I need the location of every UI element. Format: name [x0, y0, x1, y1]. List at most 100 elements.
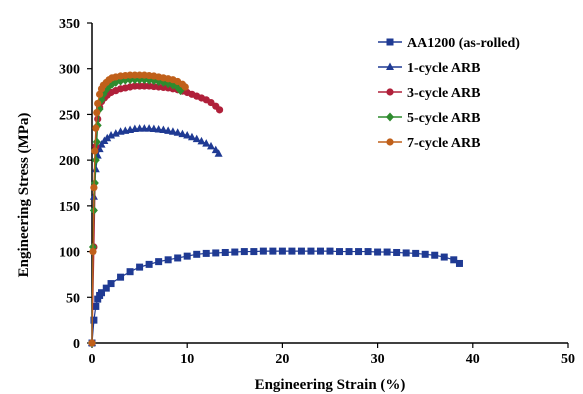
- data-point: [450, 256, 458, 264]
- series-2: [88, 124, 223, 346]
- x-tick-label: 20: [275, 352, 289, 367]
- y-tick-label: 100: [59, 246, 80, 261]
- legend-marker: [386, 112, 394, 122]
- data-point: [94, 295, 102, 303]
- data-point: [103, 133, 112, 142]
- legend: AA1200 (as-rolled) 1-cycle ARB 3-cycle ARB…: [378, 36, 520, 151]
- legend-marker: [386, 38, 394, 46]
- series-line: [91, 74, 186, 344]
- series-4: [88, 75, 185, 348]
- y-tick-label: 350: [59, 17, 80, 32]
- legend-label: 3-cycle ARB: [407, 86, 480, 101]
- y-tick-label: 50: [66, 291, 80, 306]
- data-point: [149, 124, 158, 133]
- data-point: [393, 248, 401, 256]
- data-point: [326, 247, 334, 255]
- data-point: [98, 289, 106, 297]
- data-point: [214, 149, 223, 157]
- data-point: [307, 247, 315, 255]
- series-line: [91, 85, 220, 344]
- x-tick-label: 50: [561, 352, 575, 367]
- legend-entry: 1-cycle ARB: [378, 61, 480, 76]
- data-point: [193, 250, 201, 258]
- legend-marker: [386, 138, 394, 146]
- data-point: [136, 263, 144, 271]
- data-point: [91, 155, 100, 165]
- data-point: [89, 247, 97, 256]
- legend-marker: [386, 62, 394, 70]
- y-axis-label: Engineering Stress (MPa): [16, 113, 32, 278]
- data-point: [183, 130, 192, 139]
- series-1: [88, 247, 463, 347]
- y-tick-label: 250: [59, 108, 80, 123]
- data-point: [164, 256, 172, 264]
- data-point: [440, 253, 448, 261]
- data-point: [345, 248, 353, 256]
- data-point: [107, 280, 115, 288]
- data-point: [88, 339, 96, 347]
- data-point: [183, 252, 191, 260]
- y-tick-label: 200: [59, 154, 80, 169]
- data-point: [455, 259, 463, 267]
- data-point: [421, 250, 429, 258]
- data-point: [212, 249, 220, 257]
- data-point: [207, 141, 215, 150]
- series-3: [88, 82, 224, 347]
- x-tick-label: 10: [180, 352, 194, 367]
- data-point: [383, 248, 391, 256]
- data-point: [94, 99, 102, 108]
- x-tick-label: 0: [89, 352, 96, 367]
- data-point: [355, 248, 363, 256]
- data-point: [316, 247, 324, 255]
- plot-area: [88, 71, 463, 348]
- data-point: [374, 248, 382, 256]
- data-point: [155, 258, 163, 266]
- legend-entry: 7-cycle ARB: [378, 136, 480, 151]
- data-point: [431, 251, 439, 259]
- data-point: [336, 248, 344, 256]
- data-point: [278, 247, 286, 255]
- data-point: [250, 248, 258, 256]
- data-point: [202, 249, 210, 257]
- data-point: [178, 129, 187, 138]
- data-point: [159, 125, 168, 133]
- data-point: [93, 109, 101, 117]
- series-line: [91, 128, 220, 344]
- data-point: [364, 248, 372, 256]
- data-point: [96, 90, 104, 98]
- data-point: [173, 128, 182, 136]
- data-point: [154, 125, 163, 133]
- data-point: [231, 248, 239, 256]
- data-point: [164, 126, 173, 134]
- data-point: [259, 247, 267, 255]
- legend-label: 5-cycle ARB: [407, 111, 480, 126]
- legend-label: AA1200 (as-rolled): [407, 36, 520, 51]
- legend-marker: [386, 88, 394, 96]
- data-point: [92, 302, 100, 310]
- series-5: [88, 71, 189, 347]
- data-point: [202, 139, 211, 147]
- y-tick-label: 300: [59, 63, 80, 78]
- data-point: [90, 316, 98, 324]
- data-point: [145, 124, 154, 132]
- data-point: [168, 127, 177, 135]
- data-point: [92, 124, 100, 132]
- data-point: [197, 136, 206, 145]
- data-point: [221, 248, 229, 256]
- tick-labels: 0 50 100 150 200 250 300 350 0 10 20 30 40 50: [59, 17, 575, 367]
- x-tick-label: 40: [466, 352, 480, 367]
- axes: [87, 22, 569, 348]
- legend-entry: 5-cycle ARB: [378, 111, 480, 126]
- legend-label: 1-cycle ARB: [407, 61, 480, 76]
- x-tick-label: 30: [371, 352, 385, 367]
- data-point: [145, 260, 153, 268]
- legend-label: 7-cycle ARB: [407, 136, 480, 151]
- y-tick-label: 150: [59, 200, 80, 215]
- data-point: [174, 254, 182, 262]
- data-point: [187, 132, 196, 141]
- data-point: [412, 249, 420, 257]
- legend-entry: AA1200 (as-rolled): [378, 36, 520, 51]
- data-point: [269, 247, 277, 255]
- data-point: [102, 284, 110, 292]
